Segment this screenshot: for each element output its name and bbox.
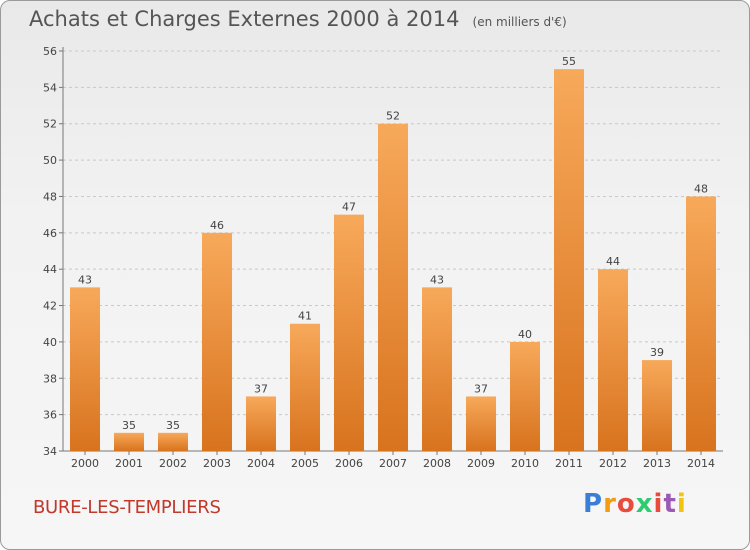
x-tick-label: 2009 — [467, 457, 495, 470]
y-tick-label: 50 — [43, 154, 57, 167]
bar-value-label: 44 — [606, 255, 620, 268]
y-tick-label: 34 — [43, 445, 57, 458]
bar-value-label: 43 — [78, 273, 92, 286]
bar — [334, 214, 364, 451]
y-tick-label: 54 — [43, 81, 57, 94]
x-tick-label: 2014 — [687, 457, 715, 470]
bar — [510, 341, 540, 451]
x-tick-label: 2011 — [555, 457, 583, 470]
logo-letter: P — [583, 489, 604, 519]
bar-value-label: 40 — [518, 328, 532, 341]
x-tick-label: 2000 — [71, 457, 99, 470]
bar-value-label: 35 — [122, 419, 136, 432]
logo-letter: x — [635, 489, 654, 519]
x-tick-label: 2007 — [379, 457, 407, 470]
bar — [290, 323, 320, 451]
bar-value-label: 43 — [430, 273, 444, 286]
bar — [114, 432, 144, 451]
bar-value-label: 48 — [694, 182, 708, 195]
x-tick-label: 2006 — [335, 457, 363, 470]
x-tick-label: 2003 — [203, 457, 231, 470]
y-tick-label: 38 — [43, 372, 57, 385]
proxiti-logo[interactable]: Proxiti — [583, 489, 687, 519]
bar — [70, 287, 100, 451]
bars: 43 35 35 46 37 41 47 52 43 37 40 55 44 39 48 — [70, 55, 716, 452]
x-tick-label: 2013 — [643, 457, 671, 470]
bar-value-label: 37 — [254, 382, 268, 395]
bar — [158, 432, 188, 451]
bar — [686, 196, 716, 451]
x-tick-label: 2005 — [291, 457, 319, 470]
logo-letter: t — [663, 489, 677, 519]
bar-value-label: 52 — [386, 110, 400, 123]
y-axis: 34 36 38 40 42 44 46 48 50 52 54 56 — [43, 45, 64, 458]
chart-subtitle: (en milliers d'€) — [472, 15, 567, 29]
bar-value-label: 46 — [210, 219, 224, 232]
x-tick-label: 2010 — [511, 457, 539, 470]
bar — [202, 232, 232, 451]
commune-name: BURE-LES-TEMPLIERS — [33, 497, 221, 518]
x-tick-label: 2012 — [599, 457, 627, 470]
y-tick-label: 36 — [43, 409, 57, 422]
y-tick-label: 48 — [43, 190, 57, 203]
y-tick-label: 44 — [43, 263, 57, 276]
bar-value-label: 37 — [474, 382, 488, 395]
logo-letter: r — [603, 489, 617, 519]
bar-value-label: 47 — [342, 201, 356, 214]
bar-value-label: 39 — [650, 346, 664, 359]
bar-value-label: 55 — [562, 55, 576, 68]
y-tick-label: 46 — [43, 227, 57, 240]
y-tick-label: 42 — [43, 300, 57, 313]
y-tick-label: 52 — [43, 118, 57, 131]
bar — [422, 287, 452, 451]
bar — [246, 396, 276, 451]
bar — [598, 269, 628, 451]
logo-letter: o — [616, 489, 636, 519]
x-tick-label: 2008 — [423, 457, 451, 470]
logo-letter: i — [653, 489, 664, 519]
x-tick-label: 2002 — [159, 457, 187, 470]
bar-value-label: 35 — [166, 419, 180, 432]
logo-letter: i — [676, 489, 687, 519]
x-tick-label: 2004 — [247, 457, 275, 470]
bar — [466, 396, 496, 451]
bar — [378, 123, 408, 452]
chart-title: Achats et Charges Externes 2000 à 2014 — [29, 7, 460, 31]
x-axis: 2000 2001 2002 2003 2004 2005 2006 2007 2008 2009… — [63, 450, 723, 470]
bar — [554, 69, 584, 451]
title-row: Achats et Charges Externes 2000 à 2014 (… — [29, 7, 567, 31]
y-tick-label: 56 — [43, 45, 57, 58]
bar-value-label: 41 — [298, 310, 312, 323]
y-tick-label: 40 — [43, 336, 57, 349]
bar — [642, 360, 672, 451]
x-tick-label: 2001 — [115, 457, 143, 470]
